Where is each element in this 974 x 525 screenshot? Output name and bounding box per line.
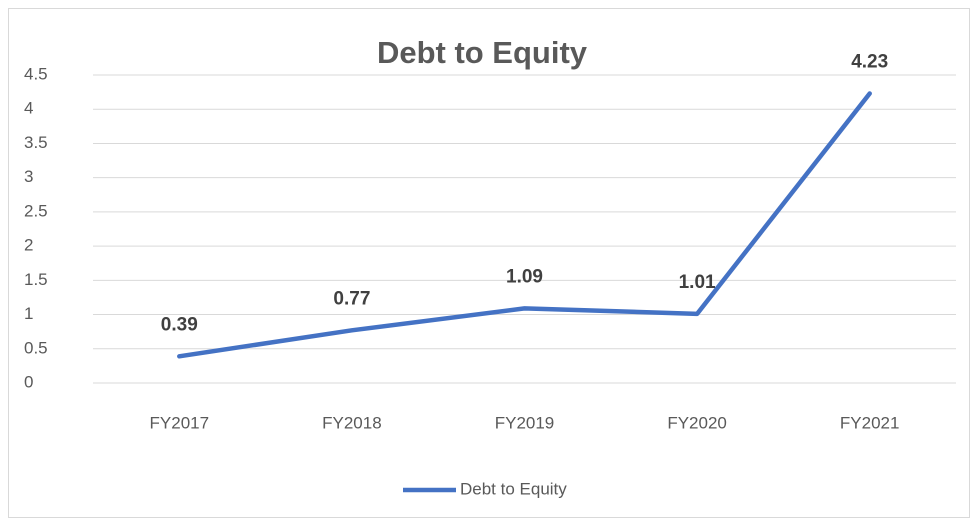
chart-border (8, 8, 970, 518)
data-label: 1.01 (679, 272, 716, 293)
y-tick-label: 2 (24, 236, 33, 255)
data-label: 0.77 (333, 288, 370, 309)
data-label: 4.23 (851, 51, 888, 72)
data-line (177, 91, 872, 359)
x-tick-label: FY2020 (667, 413, 727, 432)
x-tick-label: FY2021 (840, 413, 900, 432)
x-tick-label: FY2018 (322, 413, 382, 432)
chart-title: Debt to Equity (377, 35, 588, 70)
y-tick-label: 4 (24, 99, 33, 118)
y-tick-label: 1.5 (24, 270, 48, 289)
x-tick-label: FY2017 (150, 413, 210, 432)
y-tick-label: 0.5 (24, 338, 48, 357)
y-tick-label: 4.5 (24, 64, 48, 83)
legend-label: Debt to Equity (460, 479, 567, 498)
y-tick-label: 2.5 (24, 201, 48, 220)
y-tick-label: 0 (24, 372, 33, 391)
y-tick-label: 3 (24, 167, 33, 186)
x-tick-label: FY2019 (495, 413, 555, 432)
data-label: 0.39 (161, 314, 198, 335)
data-label: 1.09 (506, 266, 543, 287)
y-tick-label: 1 (24, 304, 33, 323)
y-tick-label: 3.5 (24, 133, 48, 152)
